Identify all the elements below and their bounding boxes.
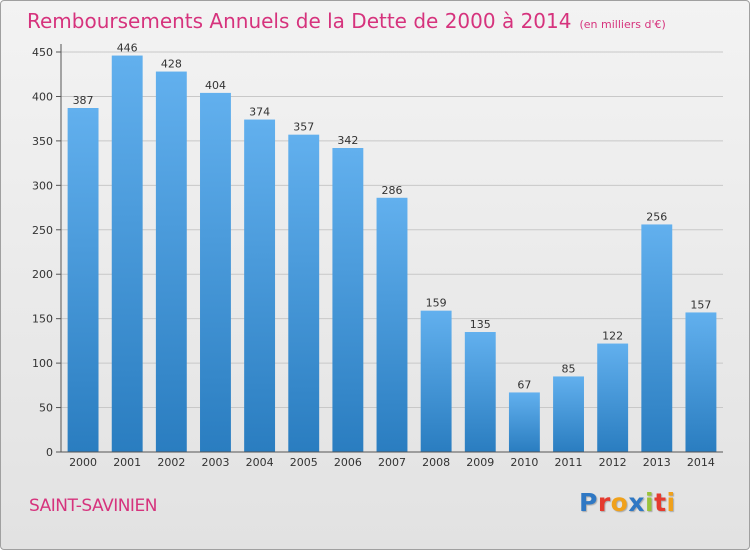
bar	[641, 224, 673, 452]
y-tick-label: 50	[39, 402, 53, 415]
bar	[288, 134, 320, 452]
y-tick-label: 450	[32, 46, 53, 59]
x-tick-label: 2014	[687, 456, 715, 469]
chart-title-block: Remboursements Annuels de la Dette de 20…	[27, 9, 666, 33]
bars: 387 446 428 404 374 357 342 286 159 135 67 85 122 256…	[67, 42, 717, 453]
x-tick-label: 2012	[599, 456, 627, 469]
bar	[508, 392, 540, 452]
data-label: 67	[517, 378, 531, 391]
x-tick-label: 2000	[69, 456, 97, 469]
y-tick-label: 350	[32, 135, 53, 148]
bar	[597, 343, 629, 452]
chart-subtitle: (en milliers d'€)	[579, 18, 666, 31]
bar	[420, 310, 452, 452]
data-label: 387	[73, 94, 94, 107]
logo-letter: i	[666, 488, 676, 517]
logo-letter: P	[579, 488, 598, 517]
bar	[111, 55, 143, 453]
x-tick-label: 2013	[643, 456, 671, 469]
chart-title: Remboursements Annuels de la Dette de 20…	[27, 9, 572, 33]
x-tick-label: 2009	[466, 456, 494, 469]
x-tick-label: 2011	[555, 456, 583, 469]
axes: 0 50 100 150 200 250 300 350 400 450 2000 2001 2002 2…	[32, 44, 723, 469]
x-tick-label: 2004	[246, 456, 274, 469]
x-tick-label: 2010	[510, 456, 538, 469]
data-label: 85	[562, 362, 576, 375]
logo-letter: i	[645, 488, 655, 517]
bar	[332, 148, 364, 452]
y-tick-label: 100	[32, 357, 53, 370]
x-tick-label: 2006	[334, 456, 362, 469]
logo-letter: r	[597, 488, 611, 517]
logo-letter: x	[628, 488, 645, 517]
bar	[553, 376, 584, 452]
x-tick-label: 2002	[157, 456, 185, 469]
x-tick-label: 2007	[378, 456, 406, 469]
bar	[200, 92, 231, 452]
x-tick-label: 2003	[201, 456, 229, 469]
logo-letter: o	[610, 488, 629, 517]
y-tick-label: 0	[46, 446, 53, 459]
bar	[685, 312, 717, 452]
data-label: 404	[205, 79, 226, 92]
logo-letter: t	[654, 488, 667, 517]
x-tick-label: 2005	[290, 456, 318, 469]
bar	[244, 119, 276, 453]
bar	[376, 197, 408, 452]
y-tick-label: 400	[32, 90, 53, 103]
bar	[155, 71, 187, 453]
data-label: 159	[426, 297, 447, 310]
data-label: 342	[337, 134, 358, 147]
data-label: 135	[470, 318, 491, 331]
y-tick-label: 250	[32, 224, 53, 237]
y-tick-label: 300	[32, 179, 53, 192]
data-label: 446	[117, 42, 138, 55]
data-label: 256	[646, 210, 667, 223]
bar	[67, 108, 99, 452]
data-label: 122	[602, 330, 623, 343]
y-tick-label: 150	[32, 313, 53, 326]
data-label: 428	[161, 58, 182, 71]
y-tick-label: 200	[32, 268, 53, 281]
bar	[464, 332, 496, 452]
data-label: 157	[690, 298, 711, 311]
data-label: 374	[249, 106, 270, 119]
proxiti-logo[interactable]: Proxiti	[579, 488, 676, 517]
commune-name: SAINT-SAVINIEN	[29, 496, 157, 516]
x-tick-label: 2001	[113, 456, 141, 469]
data-label: 286	[382, 184, 403, 197]
x-tick-label: 2008	[422, 456, 450, 469]
data-label: 357	[293, 121, 314, 134]
